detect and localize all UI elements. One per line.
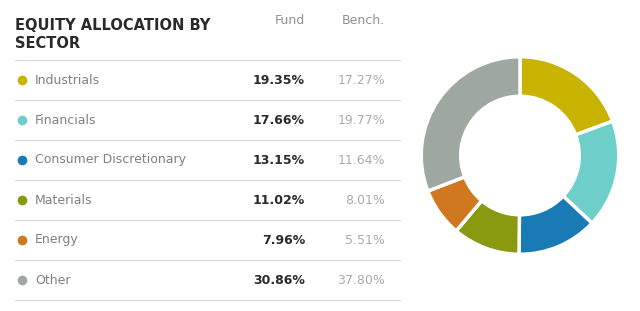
Text: 19.77%: 19.77% (337, 114, 385, 127)
Text: Other: Other (35, 273, 70, 286)
Text: 19.35%: 19.35% (253, 73, 305, 86)
Text: Financials: Financials (35, 114, 97, 127)
Text: Energy: Energy (35, 234, 79, 247)
Wedge shape (520, 57, 612, 135)
Text: 13.15%: 13.15% (253, 154, 305, 166)
Text: EQUITY ALLOCATION BY: EQUITY ALLOCATION BY (15, 18, 211, 33)
Text: 11.64%: 11.64% (337, 154, 385, 166)
Text: Consumer Discretionary: Consumer Discretionary (35, 154, 186, 166)
Text: 17.27%: 17.27% (337, 73, 385, 86)
Text: 7.96%: 7.96% (262, 234, 305, 247)
Text: Bench.: Bench. (342, 14, 385, 27)
Text: 8.01%: 8.01% (345, 193, 385, 207)
Wedge shape (456, 201, 520, 254)
Text: 5.51%: 5.51% (345, 234, 385, 247)
Text: 11.02%: 11.02% (253, 193, 305, 207)
Text: 30.86%: 30.86% (253, 273, 305, 286)
Text: Materials: Materials (35, 193, 93, 207)
Text: Industrials: Industrials (35, 73, 100, 86)
Text: 17.66%: 17.66% (253, 114, 305, 127)
Text: 37.80%: 37.80% (337, 273, 385, 286)
Wedge shape (421, 57, 520, 191)
Text: Fund: Fund (275, 14, 305, 27)
Wedge shape (428, 177, 482, 231)
Wedge shape (563, 121, 619, 223)
Text: SECTOR: SECTOR (15, 36, 80, 51)
Wedge shape (519, 196, 592, 254)
